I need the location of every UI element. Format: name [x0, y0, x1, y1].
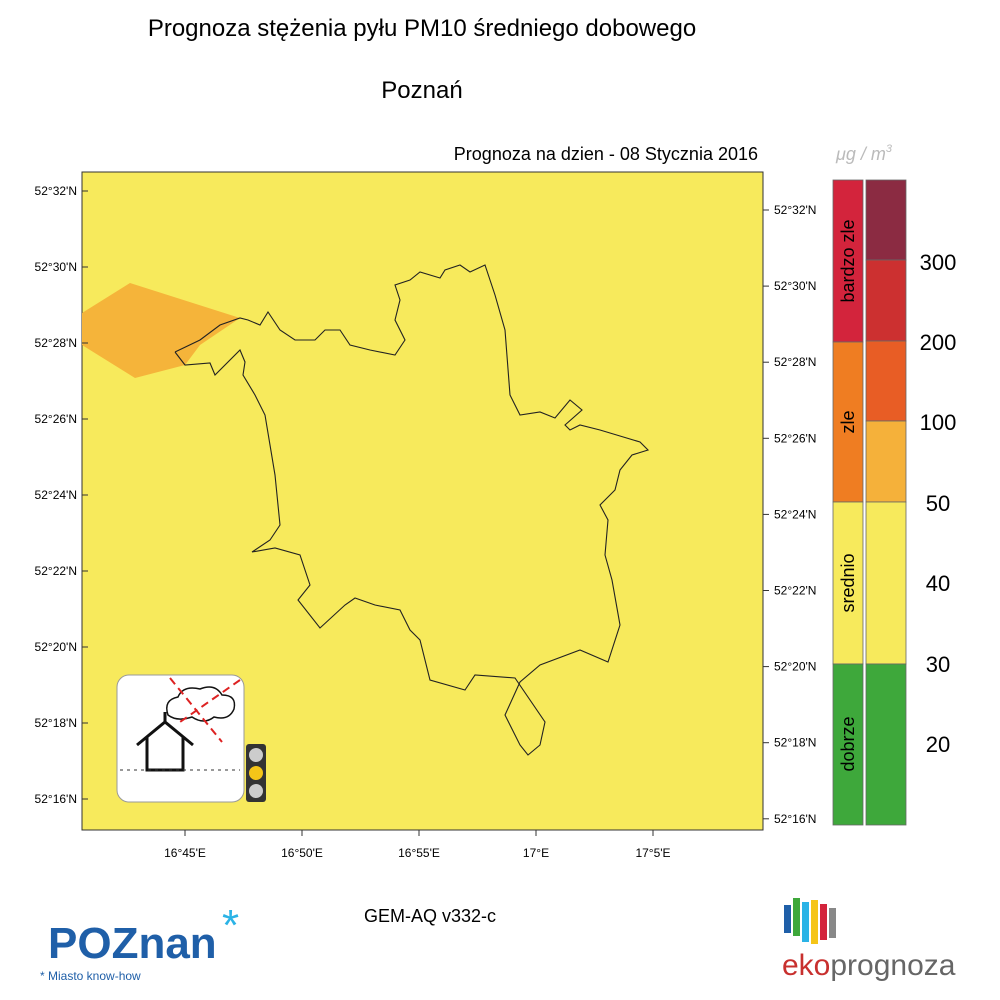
lon-label: 17°5'E: [635, 846, 670, 860]
lat-label: 52°18'N: [774, 736, 816, 750]
threshold-label: 50: [926, 491, 950, 516]
eko-logo: ekoprognoza: [782, 949, 956, 982]
lon-label: 16°50'E: [281, 846, 323, 860]
lat-label: 52°32'N: [35, 184, 77, 198]
legend-swatch: [865, 663, 907, 826]
legend-swatch: [865, 259, 907, 342]
lon-labels: 16°45'E 16°50'E 16°55'E 17°E 17°5'E: [164, 830, 671, 860]
lat-label: 52°22'N: [774, 584, 816, 598]
lat-label: 52°20'N: [774, 660, 816, 674]
category-label: srednio: [838, 553, 858, 612]
unit: μg / m3: [835, 143, 893, 164]
category-label: zle: [838, 410, 858, 433]
unit-exp: 3: [886, 143, 893, 155]
lat-label: 52°32'N: [774, 203, 816, 217]
lon-label: 16°55'E: [398, 846, 440, 860]
category-label: dobrze: [838, 716, 858, 771]
lat-label: 52°26'N: [35, 412, 77, 426]
threshold-label: 30: [926, 652, 950, 677]
legend-swatch: [865, 179, 907, 261]
pollution-plume: [82, 283, 240, 378]
legend-category-labels: bardzo zle zle srednio dobrze: [838, 219, 858, 771]
eko-bars: [784, 898, 836, 944]
model: GEM-AQ v332-c: [364, 906, 496, 926]
unit-base: μg / m: [835, 144, 886, 164]
city-slogan: * Miasto know-how: [40, 969, 141, 983]
legend-swatch: [832, 501, 864, 665]
lon-label: 17°E: [523, 846, 549, 860]
lat-labels-right: 52°32'N 52°30'N 52°28'N 52°26'N 52°24'N 52°22…: [763, 203, 816, 826]
lat-label: 52°16'N: [35, 792, 77, 806]
legend-swatch: [865, 340, 907, 422]
lat-label: 52°26'N: [774, 431, 816, 445]
lat-label: 52°30'N: [35, 260, 77, 274]
legend-swatch: [832, 341, 864, 503]
legend-threshold-labels: 300 200 100 50 40 30 20: [920, 250, 957, 757]
legend-categories: [832, 179, 864, 826]
city-logo: POZnan: [48, 919, 217, 968]
threshold-label: 300: [920, 250, 957, 275]
threshold-label: 40: [926, 571, 950, 596]
light-off: [249, 748, 263, 762]
subtitle: Poznań: [381, 77, 462, 104]
legend-swatch: [865, 501, 907, 665]
lat-label: 52°22'N: [35, 564, 77, 578]
light-on: [249, 766, 263, 780]
eko: eko: [782, 949, 830, 982]
lat-label: 52°28'N: [774, 355, 816, 369]
city-boundary: [174, 264, 650, 756]
legend-swatch: [865, 420, 907, 503]
threshold-label: 20: [926, 732, 950, 757]
legend-swatch: [832, 179, 864, 343]
lat-label: 52°28'N: [35, 336, 77, 350]
title: Prognoza stężenia pyłu PM10 średniego do…: [148, 15, 696, 42]
legend-scale: [865, 179, 907, 826]
date: Prognoza na dzien - 08 Stycznia 2016: [454, 144, 758, 164]
lat-label: 52°30'N: [774, 279, 816, 293]
lat-label: 52°24'N: [35, 488, 77, 502]
lat-label: 52°20'N: [35, 640, 77, 654]
city-asterisk: *: [222, 901, 239, 950]
lat-labels-left: 52°32'N 52°30'N 52°28'N 52°26'N 52°24'N 52°22…: [35, 184, 88, 806]
legend-swatch: [832, 663, 864, 826]
lat-label: 52°24'N: [774, 507, 816, 521]
category-label: bardzo zle: [838, 219, 858, 302]
threshold-label: 200: [920, 330, 957, 355]
lat-label: 52°18'N: [35, 716, 77, 730]
prognoza: prognoza: [830, 949, 955, 982]
lat-label: 52°16'N: [774, 812, 816, 826]
lon-label: 16°45'E: [164, 846, 206, 860]
light-off: [249, 784, 263, 798]
threshold-label: 100: [920, 410, 957, 435]
